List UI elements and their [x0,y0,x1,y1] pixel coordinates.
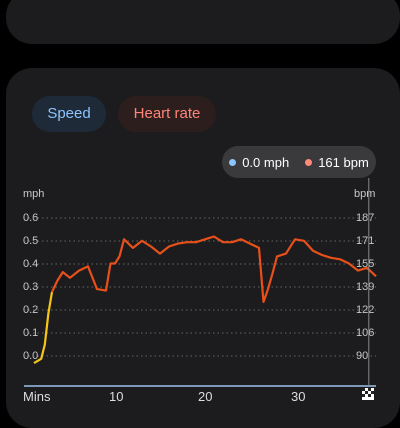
previous-card [6,0,400,44]
value-tooltip: 0.0 mph 161 bpm [222,146,376,178]
tooltip-speed-value: 0.0 mph [242,154,290,170]
right-tick-label: 122 [356,304,375,316]
left-tick-label: 0.2 [23,304,39,316]
right-tick-label: 171 [356,235,375,247]
heart-rate-line [51,235,377,303]
heart-rate-toggle[interactable]: Heart rate [118,96,216,132]
right-tick-label: 155 [356,258,375,270]
left-tick-label: 0.6 [23,212,39,224]
x-axis-unit: Mins [23,389,51,404]
right-tick-label: 187 [356,212,375,224]
left-tick-label: 0.0 [23,350,39,362]
x-tick-label: 20 [198,389,213,404]
right-tick-label: 139 [356,281,375,293]
heart-rate-legend-dot [305,158,313,166]
heart-rate-chart[interactable] [0,0,400,400]
left-tick-label: 0.4 [23,258,39,270]
left-tick-label: 0.5 [23,235,39,247]
chart-grid [24,217,376,357]
heart-rate-line-warmup [33,291,54,365]
speed-legend-dot [229,158,237,166]
right-tick-label: 106 [356,327,375,339]
left-axis-unit: mph [23,188,45,200]
tooltip-heart-rate-value: 161 bpm [318,154,369,170]
left-tick-label: 0.1 [23,327,39,339]
finish-flag-icon [362,388,374,400]
x-tick-label: 30 [291,389,306,404]
right-axis-unit: bpm [354,188,376,200]
speed-toggle[interactable]: Speed [32,96,106,132]
x-tick-label: 10 [109,389,124,404]
left-tick-label: 0.3 [23,281,39,293]
